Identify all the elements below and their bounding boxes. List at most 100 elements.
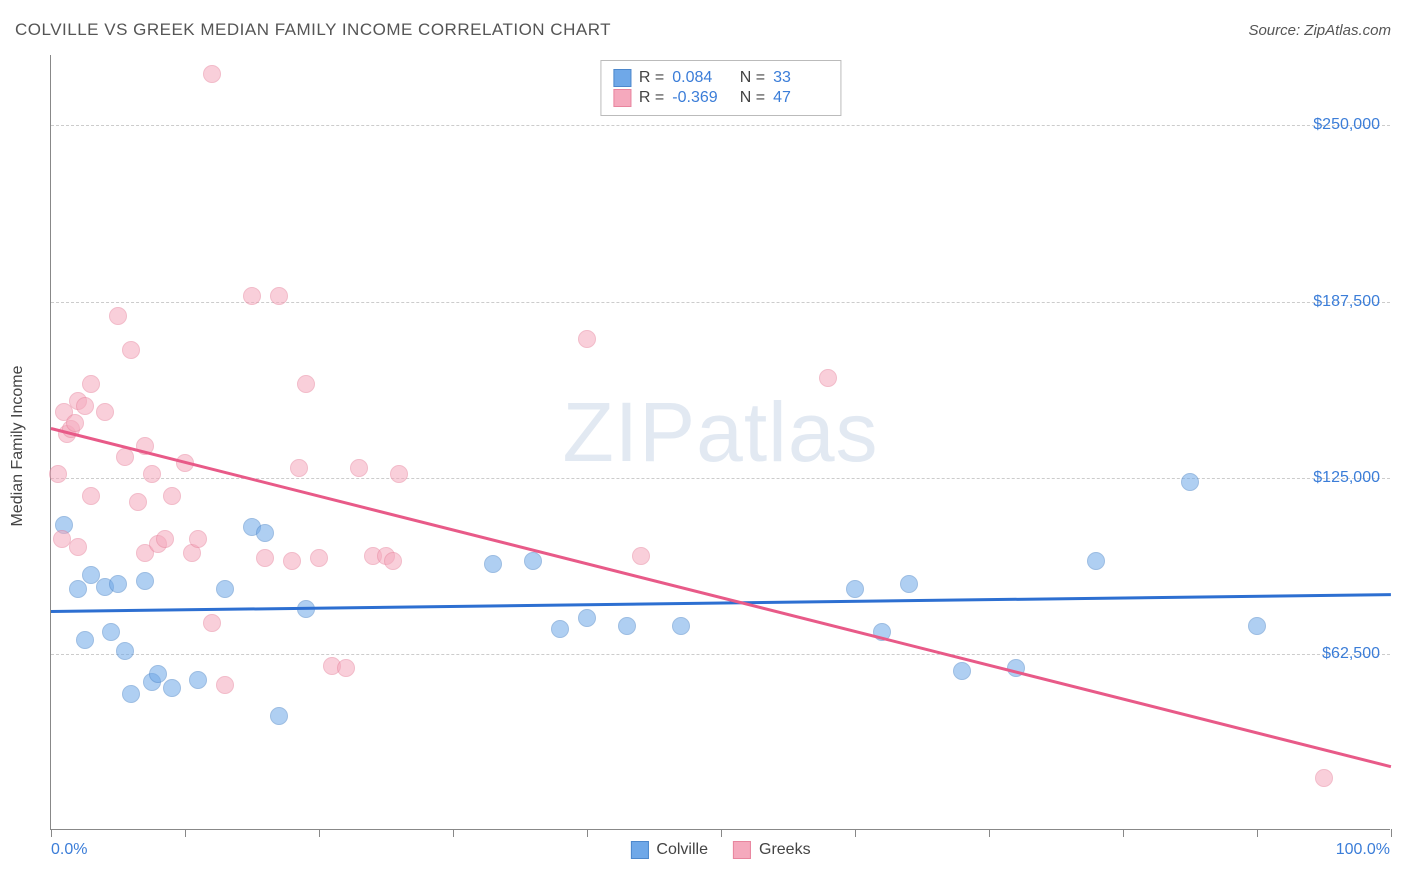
legend-item: Greeks [733, 841, 811, 859]
data-point [203, 614, 221, 632]
n-value: 33 [773, 69, 828, 87]
data-point [243, 287, 261, 305]
data-point [270, 287, 288, 305]
data-point [578, 330, 596, 348]
data-point [1087, 552, 1105, 570]
r-value: 0.084 [672, 69, 727, 87]
x-tick [185, 829, 186, 837]
data-point [189, 671, 207, 689]
x-min-label: 0.0% [51, 841, 87, 859]
x-tick [453, 829, 454, 837]
data-point [337, 659, 355, 677]
data-point [163, 679, 181, 697]
y-tick-label: $62,500 [1322, 645, 1380, 663]
legend-swatch [733, 841, 751, 859]
data-point [256, 524, 274, 542]
x-tick [721, 829, 722, 837]
data-point [76, 397, 94, 415]
stats-row: R = -0.369 N = 47 [613, 89, 828, 107]
r-label: R = [639, 69, 664, 87]
data-point [632, 547, 650, 565]
data-point [1315, 769, 1333, 787]
scatter-plot-area: ZIPatlas R = 0.084 N = 33 R = -0.369 N = … [50, 55, 1390, 830]
data-point [69, 538, 87, 556]
n-label: N = [735, 69, 765, 87]
legend-swatch [630, 841, 648, 859]
data-point [953, 662, 971, 680]
correlation-stats-legend: R = 0.084 N = 33R = -0.369 N = 47 [600, 60, 841, 116]
data-point [163, 487, 181, 505]
x-tick [319, 829, 320, 837]
data-point [216, 676, 234, 694]
gridline [51, 125, 1390, 126]
data-point [1181, 473, 1199, 491]
gridline [51, 654, 1390, 655]
data-point [102, 623, 120, 641]
x-max-label: 100.0% [1336, 841, 1390, 859]
data-point [578, 609, 596, 627]
data-point [283, 552, 301, 570]
data-point [122, 685, 140, 703]
data-point [290, 459, 308, 477]
data-point [189, 530, 207, 548]
data-point [384, 552, 402, 570]
data-point [109, 575, 127, 593]
data-point [122, 341, 140, 359]
watermark-text: ZIPatlas [562, 384, 878, 481]
legend-item: Colville [630, 841, 708, 859]
data-point [484, 555, 502, 573]
data-point [96, 403, 114, 421]
x-tick [855, 829, 856, 837]
n-value: 47 [773, 89, 828, 107]
data-point [66, 414, 84, 432]
data-point [310, 549, 328, 567]
data-point [672, 617, 690, 635]
data-point [143, 465, 161, 483]
data-point [551, 620, 569, 638]
data-point [297, 375, 315, 393]
x-tick [587, 829, 588, 837]
data-point [524, 552, 542, 570]
x-tick [1391, 829, 1392, 837]
legend-swatch [613, 69, 631, 87]
data-point [846, 580, 864, 598]
x-tick [51, 829, 52, 837]
legend-label: Greeks [759, 841, 811, 859]
data-point [156, 530, 174, 548]
x-tick [989, 829, 990, 837]
data-point [49, 465, 67, 483]
data-point [203, 65, 221, 83]
n-label: N = [735, 89, 765, 107]
y-axis-title: Median Family Income [9, 366, 27, 527]
y-tick-label: $187,500 [1313, 293, 1380, 311]
data-point [82, 487, 100, 505]
data-point [129, 493, 147, 511]
data-point [116, 642, 134, 660]
legend-swatch [613, 89, 631, 107]
source-attribution: Source: ZipAtlas.com [1248, 22, 1391, 39]
x-tick [1123, 829, 1124, 837]
x-tick [1257, 829, 1258, 837]
y-tick-label: $125,000 [1313, 469, 1380, 487]
data-point [136, 572, 154, 590]
r-label: R = [639, 89, 664, 107]
data-point [256, 549, 274, 567]
y-tick-label: $250,000 [1313, 116, 1380, 134]
data-point [270, 707, 288, 725]
series-legend: Colville Greeks [630, 841, 810, 859]
data-point [819, 369, 837, 387]
data-point [109, 307, 127, 325]
data-point [216, 580, 234, 598]
data-point [618, 617, 636, 635]
data-point [390, 465, 408, 483]
data-point [69, 580, 87, 598]
data-point [116, 448, 134, 466]
data-point [82, 375, 100, 393]
data-point [1248, 617, 1266, 635]
stats-row: R = 0.084 N = 33 [613, 69, 828, 87]
data-point [149, 665, 167, 683]
data-point [76, 631, 94, 649]
data-point [350, 459, 368, 477]
r-value: -0.369 [672, 89, 727, 107]
chart-title: COLVILLE VS GREEK MEDIAN FAMILY INCOME C… [15, 20, 611, 40]
